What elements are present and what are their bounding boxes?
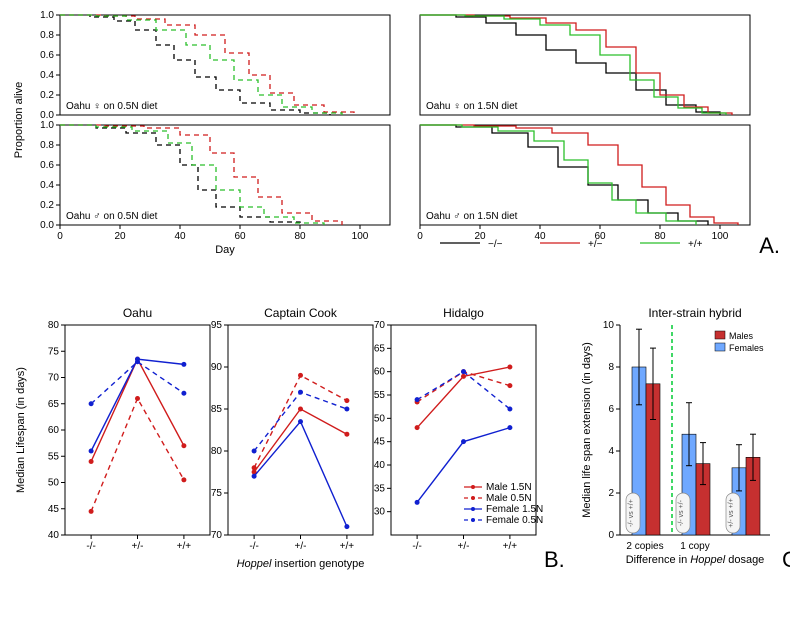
svg-text:Oahu ♂ on 1.5N diet: Oahu ♂ on 1.5N diet [426, 211, 518, 222]
svg-text:70: 70 [48, 373, 60, 384]
svg-text:+/+: +/+ [340, 541, 355, 552]
svg-text:Day: Day [215, 244, 235, 256]
svg-text:6: 6 [608, 404, 614, 415]
svg-text:100: 100 [712, 231, 729, 242]
svg-text:50: 50 [48, 478, 60, 489]
svg-text:+/+: +/+ [688, 239, 703, 250]
svg-text:1.0: 1.0 [40, 120, 54, 131]
svg-text:75: 75 [48, 346, 60, 357]
svg-text:0.6: 0.6 [40, 160, 54, 171]
svg-text:95: 95 [211, 320, 223, 331]
svg-text:+/−: +/− [588, 239, 603, 250]
svg-text:Oahu ♀ on 1.5N diet: Oahu ♀ on 1.5N diet [426, 101, 518, 112]
svg-text:80: 80 [294, 231, 306, 242]
svg-text:55: 55 [48, 451, 60, 462]
svg-text:60: 60 [374, 367, 386, 378]
svg-text:+/-: +/- [295, 541, 307, 552]
svg-text:0: 0 [57, 231, 63, 242]
svg-text:Oahu ♀ on 0.5N diet: Oahu ♀ on 0.5N diet [66, 101, 158, 112]
svg-text:55: 55 [374, 390, 386, 401]
svg-text:Inter-strain hybrid: Inter-strain hybrid [648, 306, 741, 320]
svg-text:10: 10 [603, 320, 615, 331]
svg-text:0.8: 0.8 [40, 140, 54, 151]
svg-text:Female 0.5N: Female 0.5N [486, 515, 543, 526]
svg-text:40: 40 [48, 530, 60, 541]
svg-text:30: 30 [374, 507, 386, 518]
svg-text:B.: B. [544, 547, 565, 572]
svg-text:0.4: 0.4 [40, 180, 54, 191]
svg-text:Proportion alive: Proportion alive [13, 82, 25, 158]
svg-text:45: 45 [374, 437, 386, 448]
svg-text:-/-: -/- [86, 541, 95, 552]
svg-text:40: 40 [534, 231, 546, 242]
panel-bc-svg: Median Lifespan (in days)Oahu40455055606… [10, 295, 790, 615]
svg-text:0.0: 0.0 [40, 220, 54, 231]
svg-text:60: 60 [48, 425, 60, 436]
svg-text:-/-: -/- [249, 541, 258, 552]
svg-text:Oahu: Oahu [123, 306, 152, 320]
svg-text:80: 80 [654, 231, 666, 242]
svg-text:+/+: +/+ [177, 541, 192, 552]
svg-text:1 copy: 1 copy [680, 541, 709, 552]
svg-text:85: 85 [211, 404, 223, 415]
svg-text:100: 100 [352, 231, 369, 242]
svg-text:50: 50 [374, 413, 386, 424]
svg-text:70: 70 [374, 320, 386, 331]
svg-text:Hoppel insertion genotype: Hoppel insertion genotype [237, 558, 365, 570]
svg-text:0: 0 [417, 231, 423, 242]
svg-text:A.: A. [759, 233, 780, 258]
svg-text:-/-: -/- [412, 541, 421, 552]
svg-text:4: 4 [608, 446, 614, 457]
svg-text:+/+: +/+ [503, 541, 518, 552]
svg-text:65: 65 [374, 343, 386, 354]
svg-text:35: 35 [374, 483, 386, 494]
svg-text:1.0: 1.0 [40, 10, 54, 21]
svg-text:-/- vs +/-: -/- vs +/- [678, 499, 685, 526]
svg-text:+/-: +/- [132, 541, 144, 552]
svg-text:0.4: 0.4 [40, 70, 54, 81]
svg-text:80: 80 [48, 320, 60, 331]
svg-text:Male 1.5N: Male 1.5N [486, 482, 532, 493]
svg-text:0.2: 0.2 [40, 90, 54, 101]
svg-text:60: 60 [234, 231, 246, 242]
svg-text:−/−: −/− [488, 239, 503, 250]
svg-text:Median life span extension (in: Median life span extension (in days) [581, 342, 593, 517]
svg-text:Median Lifespan (in days): Median Lifespan (in days) [15, 367, 27, 493]
svg-text:40: 40 [174, 231, 186, 242]
svg-text:40: 40 [374, 460, 386, 471]
svg-text:20: 20 [114, 231, 126, 242]
svg-text:Hidalgo: Hidalgo [443, 306, 484, 320]
svg-text:2: 2 [608, 488, 614, 499]
svg-text:0: 0 [608, 530, 614, 541]
svg-text:Captain Cook: Captain Cook [264, 306, 338, 320]
svg-text:80: 80 [211, 446, 223, 457]
svg-text:0.6: 0.6 [40, 50, 54, 61]
svg-text:Male 0.5N: Male 0.5N [486, 493, 532, 504]
svg-text:+/- vs +/+: +/- vs +/+ [728, 498, 735, 527]
svg-text:Female 1.5N: Female 1.5N [486, 504, 543, 515]
svg-text:C.: C. [782, 547, 790, 572]
svg-text:Oahu ♂ on 0.5N diet: Oahu ♂ on 0.5N diet [66, 211, 158, 222]
figure-root: Proportion alive 0.0 0.2 0.4 0.6 0.8 1.0 Oahu ♀… [10, 10, 790, 620]
svg-text:Males: Males [729, 331, 754, 341]
svg-text:-/- vs +/+: -/- vs +/+ [628, 499, 635, 527]
svg-text:20: 20 [474, 231, 486, 242]
svg-text:65: 65 [48, 399, 60, 410]
svg-text:Difference in Hoppel dosage: Difference in Hoppel dosage [626, 554, 765, 566]
svg-text:45: 45 [48, 504, 60, 515]
svg-text:75: 75 [211, 488, 223, 499]
svg-text:90: 90 [211, 362, 223, 373]
svg-text:70: 70 [211, 530, 223, 541]
panel-a-svg: Proportion alive 0.0 0.2 0.4 0.6 0.8 1.0 Oahu ♀… [10, 10, 790, 290]
svg-text:2 copies: 2 copies [626, 541, 663, 552]
svg-text:+/-: +/- [458, 541, 470, 552]
svg-text:Females: Females [729, 343, 764, 353]
svg-text:8: 8 [608, 362, 614, 373]
svg-text:0.2: 0.2 [40, 200, 54, 211]
svg-text:0.8: 0.8 [40, 30, 54, 41]
